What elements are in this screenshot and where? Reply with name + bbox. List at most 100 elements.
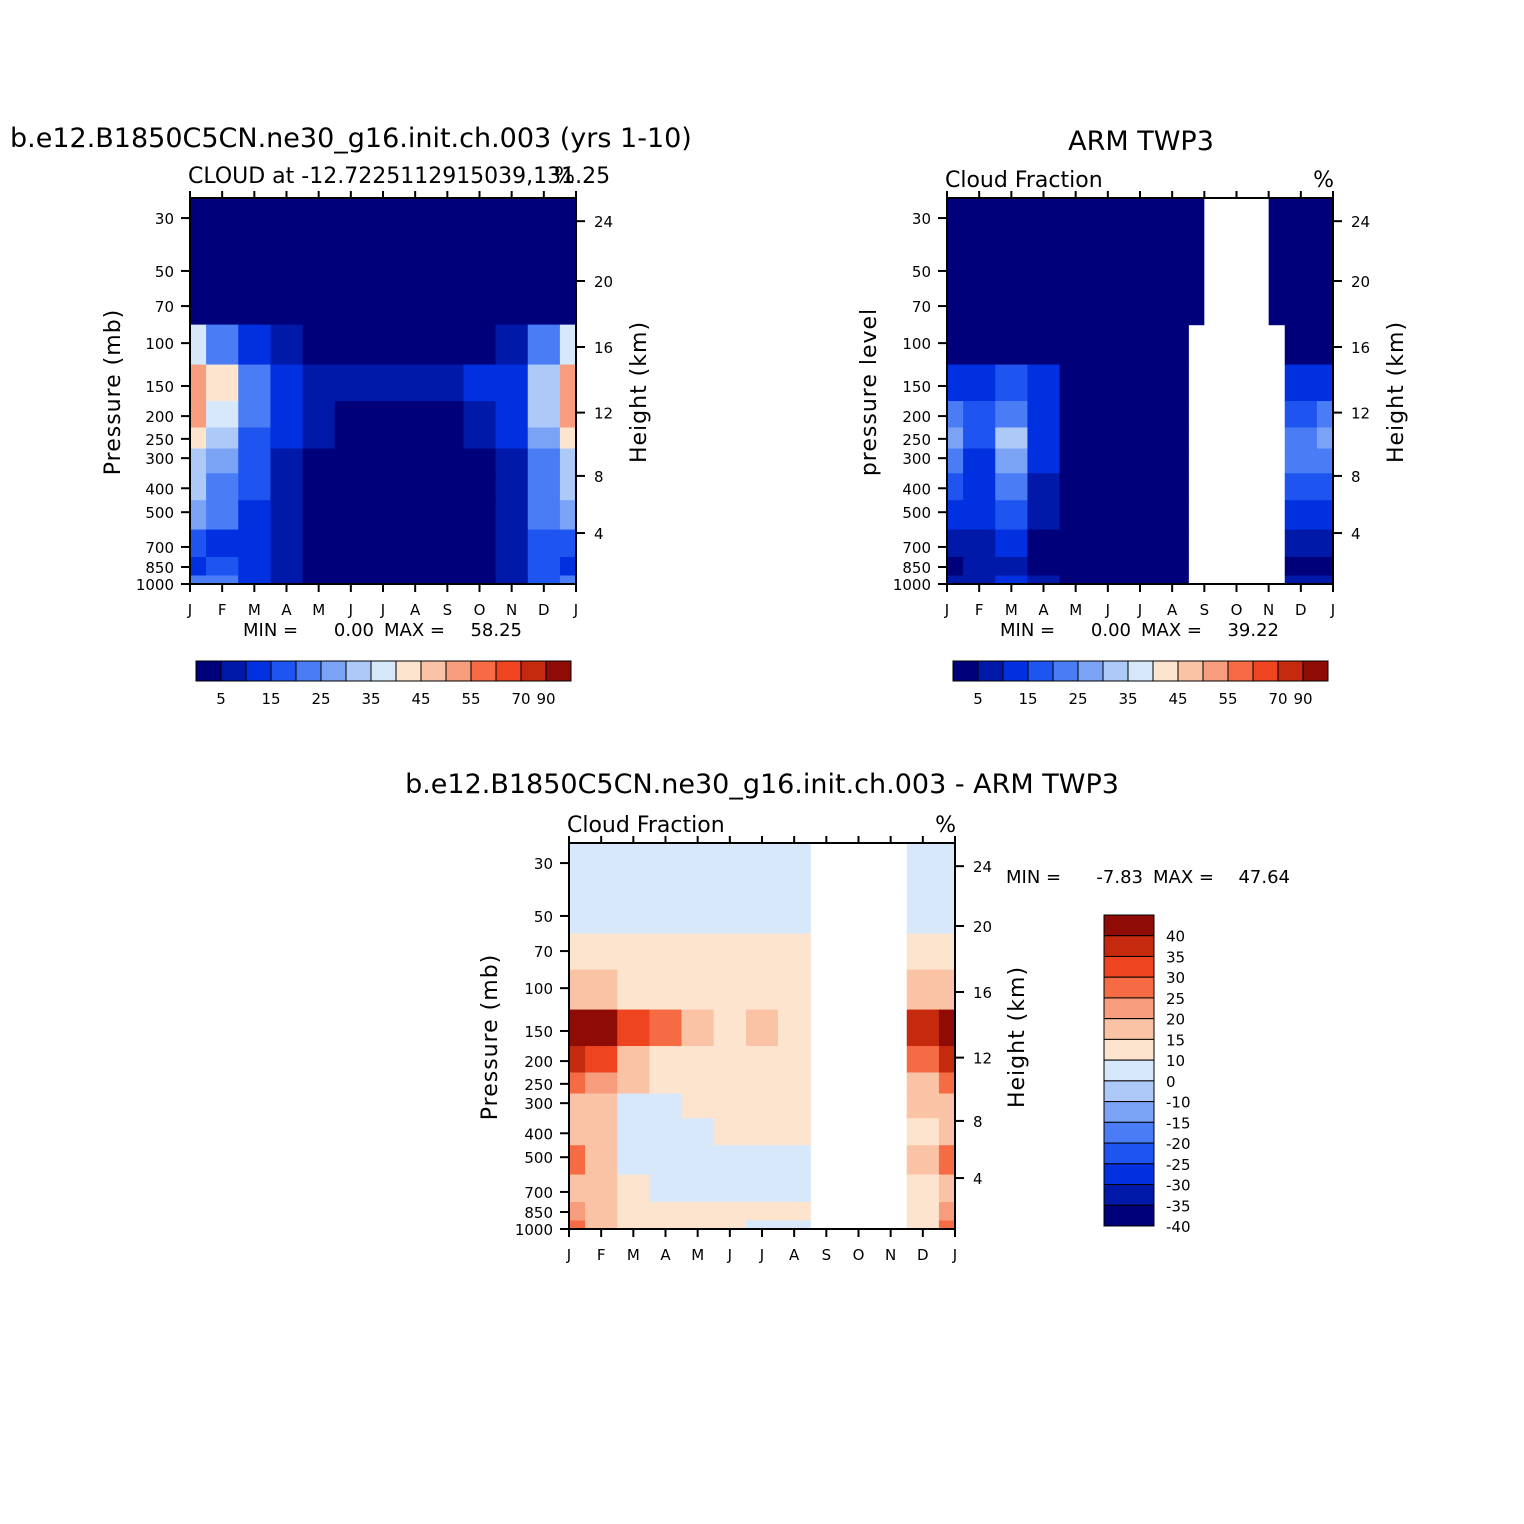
diff-ytick-right-label: 8	[973, 1113, 983, 1131]
model-colorbar-label: 45	[411, 690, 430, 708]
model-cell	[399, 364, 432, 402]
obs-cell	[947, 473, 964, 501]
model-colorbar-swatch	[520, 660, 547, 682]
diff-cell	[569, 969, 586, 1011]
model-ytick-label: 30	[155, 210, 174, 228]
obs-colorbar-swatch	[1277, 660, 1304, 682]
diff-cell	[778, 1220, 811, 1230]
diff-cell	[681, 889, 715, 935]
obs-cell	[1027, 556, 1061, 577]
model-cell	[334, 427, 368, 450]
diff-cell	[938, 1201, 956, 1222]
panel-obs-max-value: 39.22	[1227, 620, 1279, 641]
obs-ytick-right-label: 8	[1351, 468, 1361, 486]
diff-cell	[713, 1093, 747, 1119]
obs-cell	[1156, 244, 1189, 290]
panel-diff: b.e12.B1850C5CN.ne30_g16.init.ch.003 - A…	[405, 769, 1290, 1264]
panel-obs-subtitle: Cloud Fraction	[945, 168, 1103, 193]
diff-cell	[649, 1072, 683, 1095]
obs-cell	[1316, 324, 1334, 366]
model-cell	[527, 244, 561, 290]
model-cell	[399, 288, 432, 326]
obs-cell	[1123, 427, 1157, 450]
model-cell	[302, 198, 336, 246]
model-colorbar-swatch	[470, 660, 497, 682]
panel-obs: ARM TWP3 Cloud Fraction % J F M A M J J A S O N D J 3…	[857, 126, 1409, 708]
obs-cell	[1059, 500, 1093, 531]
model-ytick-label: 1000	[136, 576, 174, 594]
model-cell	[463, 427, 497, 450]
obs-colorbar-label: 45	[1168, 690, 1187, 708]
model-cell	[366, 198, 400, 246]
model-cell	[302, 401, 336, 429]
model-ytick-label: 300	[145, 450, 174, 468]
model-cell	[495, 500, 529, 531]
diff-cell	[681, 1118, 715, 1146]
model-xtick-label: J	[348, 601, 353, 619]
obs-cell	[963, 556, 996, 577]
diff-cell	[778, 1201, 811, 1222]
model-ytick-label: 50	[155, 263, 174, 281]
model-cell	[334, 556, 368, 577]
obs-colorbar-swatch	[1252, 660, 1279, 682]
obs-cell	[1123, 473, 1157, 501]
obs-cell	[1156, 575, 1189, 585]
diff-cell	[681, 1201, 715, 1222]
obs-cell	[1027, 500, 1061, 531]
diff-cell	[681, 843, 715, 891]
obs-cell	[1091, 244, 1125, 290]
model-cell	[559, 364, 577, 402]
diff-colorbar-label: -35	[1166, 1197, 1191, 1215]
panel-obs-min-label: MIN =	[1000, 620, 1055, 641]
obs-cell	[1123, 324, 1157, 366]
diff-cell	[617, 1201, 651, 1222]
obs-cell	[963, 448, 996, 474]
obs-cell	[1123, 401, 1157, 429]
diff-cell	[938, 1072, 956, 1095]
diff-cell	[713, 1174, 747, 1203]
obs-cell	[1156, 556, 1189, 577]
diff-cell	[906, 1174, 940, 1203]
obs-cell	[1156, 473, 1189, 501]
model-cell	[334, 473, 368, 501]
model-xtick-label: J	[380, 601, 385, 619]
diff-colorbar-swatch	[1103, 997, 1155, 1020]
model-ytick-right-label: 8	[594, 468, 604, 486]
diff-cell	[569, 1174, 586, 1203]
model-colorbar-swatch	[245, 660, 272, 682]
diff-colorbar-swatch	[1103, 976, 1155, 999]
obs-cell	[1091, 198, 1125, 246]
model-xtick-label: A	[281, 601, 292, 619]
model-colorbar-swatch	[395, 660, 422, 682]
model-cell	[527, 324, 561, 366]
model-cell	[190, 427, 207, 450]
obs-xtick-label: F	[975, 601, 984, 619]
diff-ytick-label: 150	[524, 1023, 553, 1041]
model-cell	[206, 198, 239, 246]
diff-cell	[617, 889, 651, 935]
model-cell	[559, 427, 577, 450]
diff-cell	[938, 933, 956, 971]
model-cell	[190, 401, 207, 429]
obs-ytick-label: 250	[902, 431, 931, 449]
obs-cell	[1156, 288, 1189, 326]
model-cell	[463, 364, 497, 402]
obs-cell	[1284, 500, 1318, 531]
diff-colorbar-swatch	[1103, 1163, 1155, 1186]
model-cell	[463, 244, 497, 290]
obs-cell	[947, 324, 964, 366]
obs-colorbar-swatch	[1227, 660, 1254, 682]
obs-cell	[947, 244, 964, 290]
model-cell	[495, 324, 529, 366]
model-ytick-right-label: 20	[594, 273, 613, 291]
obs-cell	[1156, 364, 1189, 402]
panel-diff-subtitle: Cloud Fraction	[567, 813, 725, 838]
diff-cell	[745, 889, 779, 935]
model-colorbar-swatch	[445, 660, 472, 682]
diff-xtick-label: A	[660, 1246, 671, 1264]
panel-model-min-label: MIN =	[243, 620, 298, 641]
diff-cell	[906, 1093, 940, 1119]
model-cell	[238, 473, 272, 501]
obs-colorbar-swatch	[952, 660, 979, 682]
